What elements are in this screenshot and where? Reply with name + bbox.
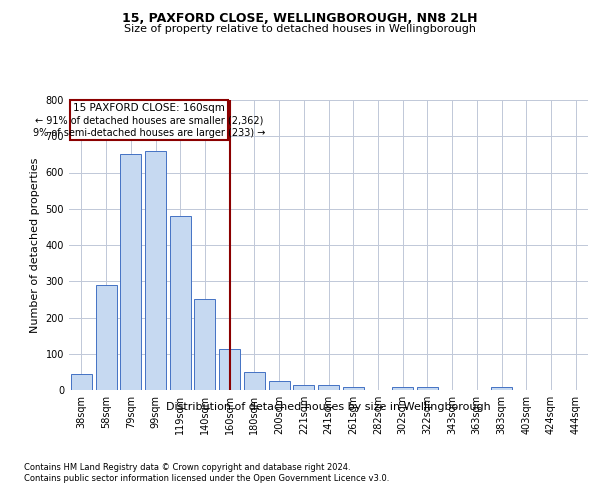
Bar: [491, 388, 512, 390]
Bar: [392, 388, 413, 390]
Bar: [71, 374, 92, 390]
Bar: [244, 372, 265, 390]
Bar: [145, 151, 166, 390]
Bar: [293, 386, 314, 390]
Text: Contains HM Land Registry data © Crown copyright and database right 2024.: Contains HM Land Registry data © Crown c…: [24, 462, 350, 471]
Text: 15, PAXFORD CLOSE, WELLINGBOROUGH, NN8 2LH: 15, PAXFORD CLOSE, WELLINGBOROUGH, NN8 2…: [122, 12, 478, 26]
Y-axis label: Number of detached properties: Number of detached properties: [30, 158, 40, 332]
Bar: [70, 100, 229, 140]
Bar: [343, 388, 364, 390]
Bar: [120, 154, 141, 390]
Text: Distribution of detached houses by size in Wellingborough: Distribution of detached houses by size …: [166, 402, 491, 412]
Text: ← 91% of detached houses are smaller (2,362): ← 91% of detached houses are smaller (2,…: [35, 116, 263, 126]
Bar: [417, 388, 438, 390]
Bar: [318, 386, 339, 390]
Bar: [194, 300, 215, 390]
Text: Size of property relative to detached houses in Wellingborough: Size of property relative to detached ho…: [124, 24, 476, 34]
Text: Contains public sector information licensed under the Open Government Licence v3: Contains public sector information licen…: [24, 474, 389, 483]
Bar: [269, 381, 290, 390]
Text: 15 PAXFORD CLOSE: 160sqm: 15 PAXFORD CLOSE: 160sqm: [73, 103, 225, 113]
Bar: [219, 349, 240, 390]
Text: 9% of semi-detached houses are larger (233) →: 9% of semi-detached houses are larger (2…: [33, 128, 266, 138]
Bar: [170, 216, 191, 390]
Bar: [95, 285, 116, 390]
